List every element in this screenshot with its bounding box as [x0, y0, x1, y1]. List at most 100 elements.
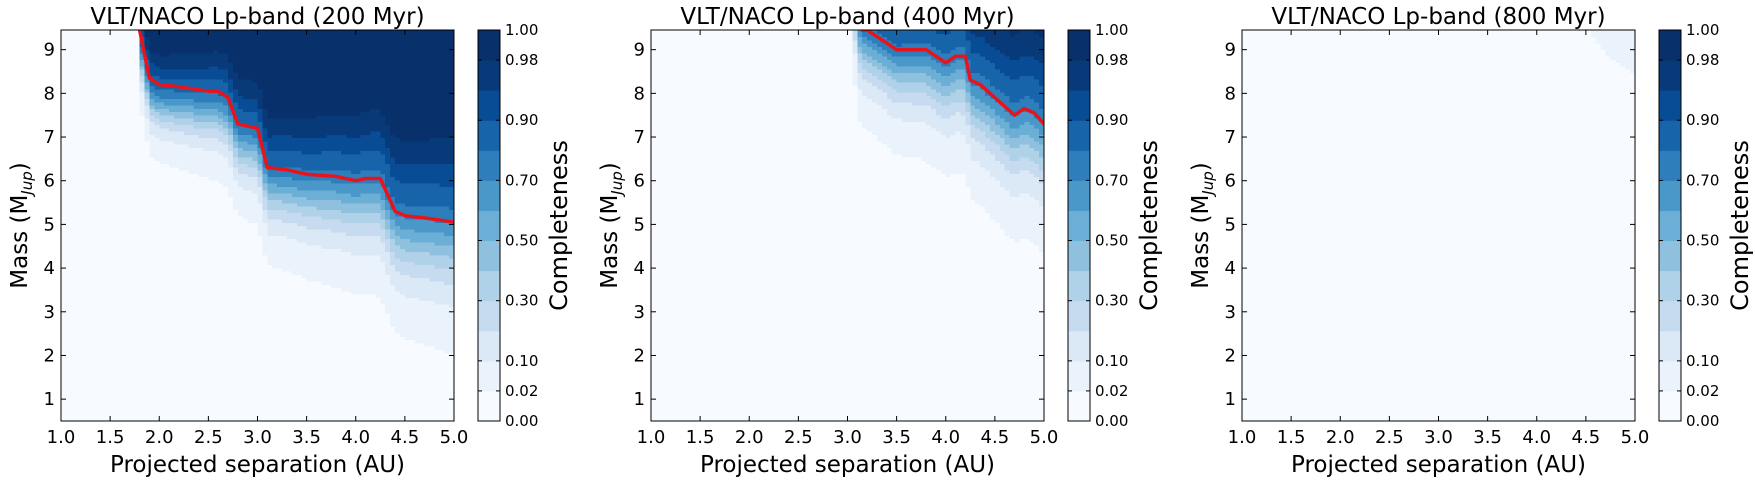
heatmap-cell	[208, 121, 214, 126]
heatmap-cell	[237, 388, 244, 393]
heatmap-cell	[144, 179, 151, 184]
heatmap-cell	[252, 82, 259, 86]
heatmap-cell	[237, 355, 244, 360]
heatmap-cell	[247, 316, 254, 321]
heatmap-cell	[178, 414, 185, 419]
heatmap-cell	[257, 336, 264, 341]
heatmap-cell	[154, 78, 160, 83]
heatmap-cell	[257, 199, 264, 204]
heatmap-cell	[65, 326, 72, 331]
heatmap-cell	[257, 88, 264, 93]
heatmap-cell	[228, 157, 234, 161]
heatmap-cell	[110, 411, 116, 416]
heatmap-cell	[188, 225, 195, 230]
heatmap-cell	[139, 85, 146, 90]
heatmap-cell	[237, 254, 244, 259]
heatmap-cell	[154, 85, 160, 90]
heatmap-cell	[144, 212, 151, 217]
heatmap-cell	[198, 163, 205, 168]
heatmap-cell	[213, 267, 219, 272]
heatmap-cell	[242, 241, 249, 246]
heatmap-cell	[252, 218, 259, 223]
heatmap-cell	[61, 157, 67, 161]
heatmap-cell	[173, 407, 180, 412]
heatmap-cell	[90, 111, 96, 116]
heatmap-cell	[228, 303, 234, 308]
heatmap-cell	[124, 261, 131, 266]
heatmap-cell	[134, 414, 141, 419]
heatmap-cell	[119, 199, 126, 204]
heatmap-cell	[129, 359, 136, 363]
heatmap-cell	[247, 258, 254, 262]
heatmap-cell	[139, 378, 146, 383]
heatmap-cell	[213, 150, 219, 155]
heatmap-cell	[242, 280, 249, 285]
heatmap-cell	[188, 82, 195, 86]
heatmap-cell	[198, 313, 205, 318]
heatmap-cell	[223, 306, 229, 311]
heatmap-cell	[164, 144, 170, 148]
heatmap-cell	[70, 170, 77, 174]
heatmap-cell	[183, 192, 190, 197]
heatmap-cell	[61, 394, 67, 399]
heatmap-cell	[159, 192, 165, 197]
heatmap-cell	[100, 372, 106, 376]
heatmap-cell	[237, 75, 244, 80]
heatmap-cell	[75, 75, 82, 80]
heatmap-cell	[252, 352, 259, 357]
heatmap-cell	[232, 192, 239, 197]
heatmap-cell	[198, 248, 205, 253]
heatmap-cell	[159, 352, 165, 357]
heatmap-cell	[262, 199, 268, 204]
heatmap-cell	[173, 88, 180, 93]
heatmap-cell	[129, 333, 136, 337]
heatmap-cell	[65, 56, 72, 60]
heatmap-cell	[237, 124, 244, 129]
heatmap-cell	[85, 36, 92, 41]
heatmap-cell	[90, 349, 96, 354]
heatmap-cell	[124, 212, 131, 217]
heatmap-cell	[252, 235, 259, 240]
heatmap-cell	[198, 65, 205, 70]
heatmap-cell	[124, 339, 131, 344]
heatmap-cell	[213, 287, 219, 292]
heatmap-cell	[129, 323, 136, 328]
heatmap-cell	[139, 131, 146, 135]
heatmap-cell	[252, 293, 259, 298]
heatmap-cell	[178, 303, 185, 308]
heatmap-cell	[61, 183, 67, 187]
heatmap-cell	[129, 274, 136, 279]
heatmap-cell	[65, 342, 72, 347]
heatmap-cell	[70, 157, 77, 161]
heatmap-cell	[228, 228, 234, 233]
heatmap-cell	[188, 359, 195, 363]
heatmap-cell	[115, 297, 121, 302]
heatmap-cell	[110, 225, 116, 230]
heatmap-cell	[218, 33, 224, 38]
heatmap-cell	[95, 150, 101, 155]
heatmap-cell	[95, 398, 101, 403]
heatmap-cell	[208, 46, 214, 51]
heatmap-cell	[164, 381, 170, 386]
heatmap-cell	[75, 176, 82, 181]
heatmap-cell	[232, 355, 239, 360]
heatmap-cell	[237, 271, 244, 275]
heatmap-cell	[218, 362, 224, 367]
heatmap-cell	[65, 417, 72, 421]
heatmap-cell	[164, 303, 170, 308]
heatmap-cell	[218, 271, 224, 275]
heatmap-cell	[159, 176, 165, 181]
heatmap-cell	[257, 349, 264, 354]
heatmap-cell	[232, 127, 239, 132]
heatmap-cell	[237, 333, 244, 337]
heatmap-cell	[119, 75, 126, 80]
heatmap-cell	[178, 140, 185, 145]
heatmap-cell	[115, 323, 121, 328]
heatmap-cell	[129, 199, 136, 204]
heatmap-cell	[208, 388, 214, 393]
heatmap-cell	[119, 117, 126, 122]
heatmap-cell	[80, 251, 87, 256]
heatmap-cell	[154, 326, 160, 331]
heatmap-cell	[100, 43, 106, 47]
heatmap-cell	[80, 137, 87, 142]
